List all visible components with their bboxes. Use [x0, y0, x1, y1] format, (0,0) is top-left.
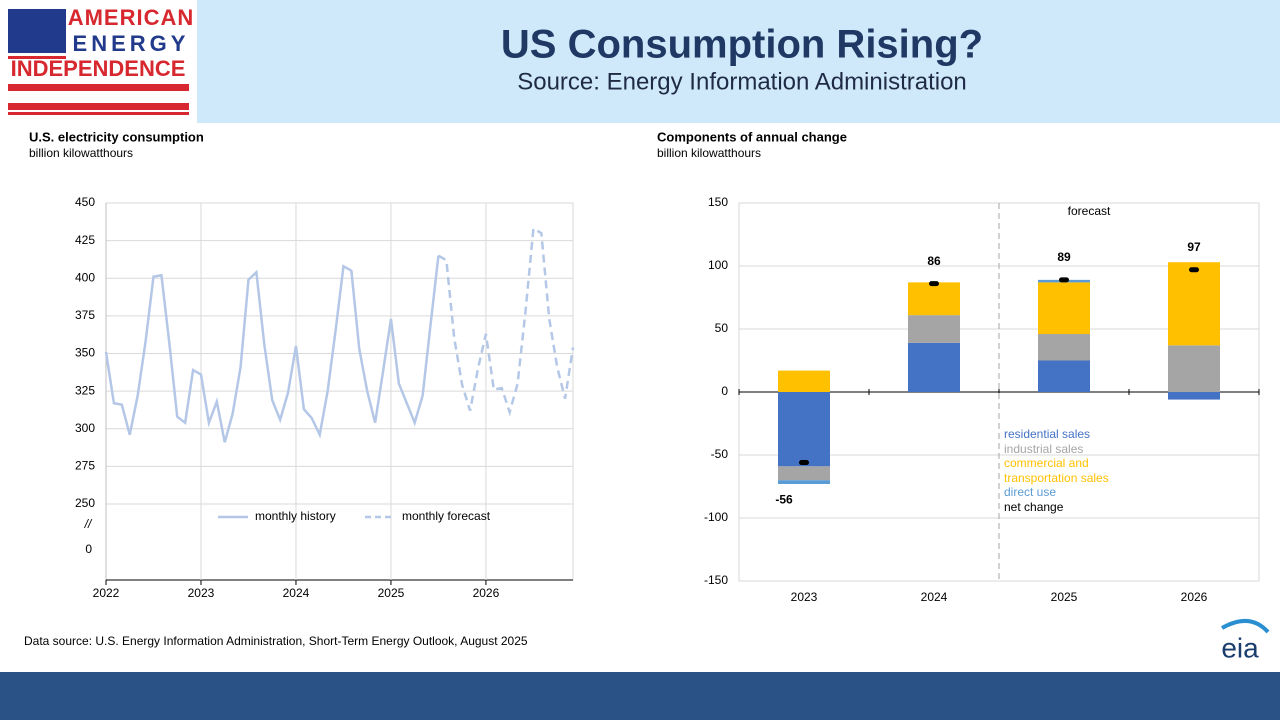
bar-segment	[908, 282, 960, 316]
legend-entry: industrial sales	[1004, 441, 1084, 456]
y-tick-label: -150	[704, 573, 728, 587]
line-series	[104, 255, 440, 443]
bar-segment	[1168, 392, 1220, 400]
logo-text: INDEPENDENCE	[11, 56, 186, 81]
bar-segment	[1038, 334, 1090, 361]
y-tick-label: 50	[715, 321, 729, 335]
chart-subtitle: billion kilowatthours	[657, 146, 761, 160]
x-tick-label: 2023	[188, 586, 215, 600]
axis-break: //	[84, 517, 93, 531]
bar-segment	[908, 342, 960, 392]
y-tick-label: 400	[75, 270, 95, 284]
chart-title: U.S. electricity consumption	[29, 129, 204, 144]
y-tick-label: 275	[75, 459, 95, 473]
x-tick-label: 2026	[473, 586, 500, 600]
y-tick-label: 375	[75, 308, 95, 322]
x-tick-label: 2026	[1181, 590, 1208, 604]
logo-flag	[8, 9, 189, 115]
annotation: forecast	[1068, 204, 1111, 218]
bar-segment	[778, 370, 830, 392]
y-tick-label: 250	[75, 496, 95, 510]
data-label: 89	[1057, 250, 1071, 264]
y-tick-label: 350	[75, 346, 95, 360]
line-series	[437, 226, 575, 417]
x-tick-label: 2025	[1051, 590, 1078, 604]
x-tick-label: 2023	[791, 590, 818, 604]
bar-segment	[778, 480, 830, 484]
eia-swoosh	[1221, 619, 1270, 634]
x-tick-label: 2025	[378, 586, 405, 600]
footnote: Data source: U.S. Energy Information Adm…	[24, 634, 528, 648]
y-tick-label: 0	[721, 384, 728, 398]
data-label: -56	[775, 493, 793, 507]
y-tick-label: -100	[704, 510, 728, 524]
header-band	[197, 0, 1280, 123]
y-tick-label: 450	[75, 195, 95, 209]
legend: residential sales industrial sales commerc…	[1004, 427, 1126, 514]
y-tick-label: -50	[711, 447, 729, 461]
data-label: 97	[1187, 240, 1201, 254]
x-tick-label: 2022	[93, 586, 120, 600]
legend-label: monthly forecast	[402, 509, 491, 523]
y-tick-label: 0	[85, 542, 92, 556]
data-label: 86	[927, 254, 941, 268]
legend-entry: net change	[1004, 499, 1064, 514]
x-tick-label: 2024	[921, 590, 948, 604]
logo-text: ENERGY	[73, 31, 190, 56]
legend-label: monthly history	[255, 509, 336, 523]
legend-entry: direct use	[1004, 485, 1057, 499]
slide-subtitle: Source: Energy Information Administratio…	[517, 68, 967, 95]
legend-entry: residential sales	[1004, 427, 1091, 441]
chart-title: Components of annual change	[657, 129, 847, 144]
logo-text: AMERICAN	[68, 5, 195, 30]
bar-segment	[1168, 262, 1220, 346]
bar-segment	[1038, 282, 1090, 335]
y-tick-label: 150	[708, 195, 728, 209]
legend-entry: commercial and transportation sales	[1004, 456, 1109, 485]
slide-title: US Consumption Rising?	[501, 23, 983, 67]
y-tick-label: 300	[75, 421, 95, 435]
bar-segment	[778, 392, 830, 467]
y-tick-label: 425	[75, 233, 95, 247]
eia-logo: eia	[1221, 632, 1259, 663]
y-tick-label: 325	[75, 383, 95, 397]
y-tick-label: 100	[708, 258, 728, 272]
bar-segment	[778, 466, 830, 481]
net-marker	[929, 281, 939, 287]
net-marker	[799, 460, 809, 466]
bar-segment	[1038, 360, 1090, 392]
x-tick-label: 2024	[283, 586, 310, 600]
chart-subtitle: billion kilowatthours	[29, 146, 133, 160]
bar-segment	[908, 315, 960, 343]
net-marker	[1189, 267, 1199, 273]
net-marker	[1059, 277, 1069, 283]
footer-band	[0, 672, 1280, 720]
bar-segment	[1168, 345, 1220, 392]
